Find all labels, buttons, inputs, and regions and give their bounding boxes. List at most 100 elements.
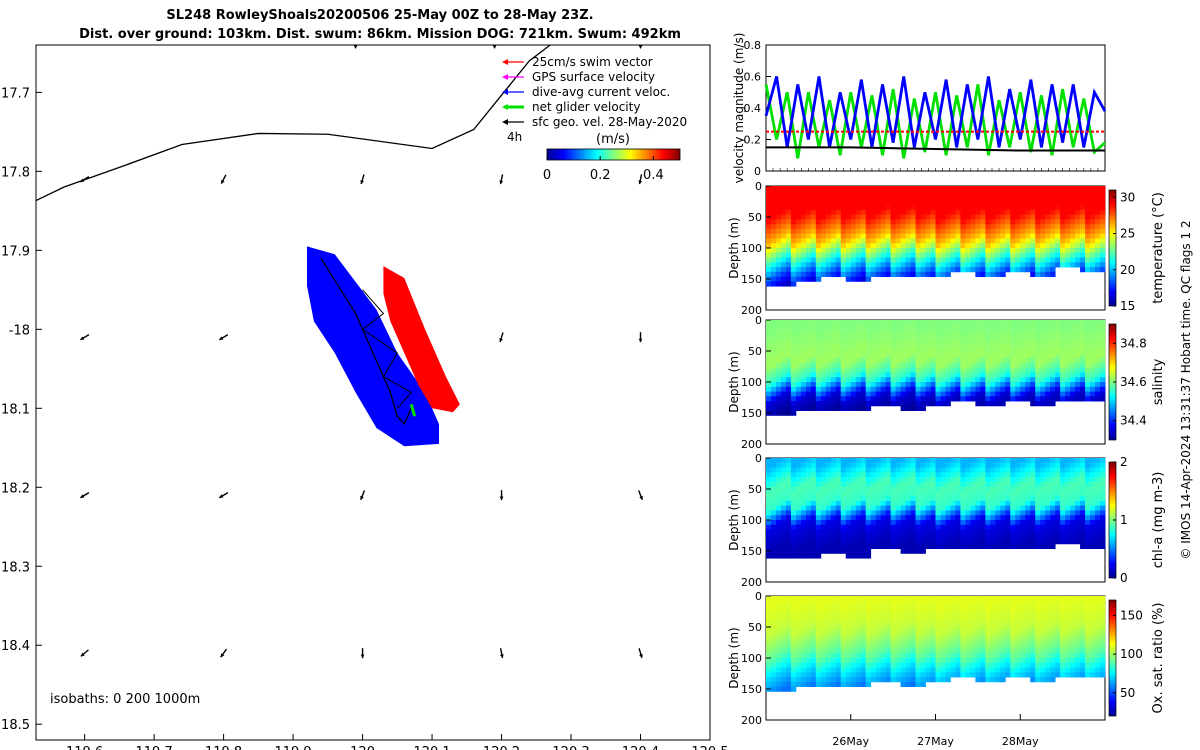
heatmap-cell <box>970 524 976 530</box>
heatmap-cell <box>1005 262 1011 268</box>
heatmap-cell <box>810 209 817 216</box>
heatmap-cell <box>860 276 867 282</box>
heatmap-cell <box>840 195 847 201</box>
heatmap-cell <box>1065 367 1071 373</box>
heatmap-cell <box>815 205 822 211</box>
heatmap-cell <box>790 510 797 516</box>
heatmap-cell <box>805 405 812 412</box>
heatmap-cell <box>1060 324 1066 330</box>
heatmap-cell <box>955 615 961 621</box>
heatmap-cell <box>930 619 936 626</box>
heatmap-cell <box>915 529 921 535</box>
heatmap-cell <box>875 228 882 235</box>
heatmap-cell <box>915 271 921 278</box>
heatmap-cell <box>835 329 842 335</box>
heatmap-cell <box>1075 324 1081 330</box>
heatmap-cell <box>985 672 991 678</box>
heatmap-cell <box>855 662 862 668</box>
heatmap-cell <box>1015 248 1021 254</box>
heatmap-cell <box>1090 224 1096 230</box>
heatmap-cell <box>1025 510 1031 516</box>
heatmap-cell <box>1045 391 1051 397</box>
velocity-ylabel: velocity magnitude (m/s) <box>732 33 746 184</box>
heatmap-cell <box>855 615 862 621</box>
heatmap-cell <box>790 252 797 258</box>
heatmap-cell <box>815 396 822 402</box>
heatmap-cell <box>1000 648 1006 654</box>
heatmap-cell <box>1075 491 1081 497</box>
heatmap-cell <box>865 320 872 326</box>
heatmap-cell <box>865 324 872 330</box>
heatmap-cell <box>940 324 946 330</box>
heatmap-cell <box>930 624 936 630</box>
heatmap-cell <box>790 548 797 554</box>
heatmap-cell <box>870 524 877 530</box>
heatmap-cell <box>1100 543 1106 550</box>
heatmap-cell <box>1100 200 1106 206</box>
heatmap-cell <box>840 529 847 535</box>
heatmap-cell <box>855 529 862 535</box>
heatmap-cell <box>1065 358 1071 364</box>
heatmap-cell <box>930 238 936 244</box>
heatmap-cell <box>855 386 862 392</box>
heatmap-cell <box>935 520 941 526</box>
heatmap-cell <box>1075 186 1081 192</box>
heatmap-cell <box>855 643 862 649</box>
heatmap-cell <box>1050 348 1056 354</box>
heatmap-cell <box>915 190 921 196</box>
heatmap-cell <box>920 224 926 230</box>
legend-label-3: net glider velocity <box>532 100 640 114</box>
heatmap-cell <box>825 610 832 616</box>
heatmap-cell <box>875 396 882 402</box>
heatmap-cell <box>766 600 772 606</box>
heatmap-cell <box>895 481 902 488</box>
heatmap-cell <box>1085 233 1091 239</box>
heatmap-cell <box>985 386 991 392</box>
heatmap-cell <box>900 520 906 526</box>
heatmap-cell <box>1080 496 1086 502</box>
heatmap-cell <box>985 271 991 278</box>
heatmap-cell <box>925 629 931 635</box>
heatmap-cell <box>880 615 887 621</box>
heatmap-cell <box>1030 486 1036 492</box>
heatmap-cell <box>1020 391 1026 397</box>
heatmap-cell <box>850 520 857 526</box>
heatmap-cell <box>820 257 827 263</box>
heatmap-cell <box>960 634 966 640</box>
heatmap-cell <box>1075 458 1081 464</box>
heatmap-cell <box>805 600 812 606</box>
geo-velocity-arrowhead <box>80 178 85 182</box>
heatmap-cell <box>935 382 941 388</box>
heatmap-cell <box>820 638 827 645</box>
heatmap-cell <box>1065 472 1071 478</box>
heatmap-cell <box>785 672 792 678</box>
heatmap-cell <box>1005 367 1011 373</box>
heatmap-cell <box>766 339 772 345</box>
heatmap-cell <box>1000 205 1006 211</box>
heatmap-cell <box>990 343 996 350</box>
heatmap-cell <box>850 362 857 369</box>
heatmap-cell <box>970 391 976 397</box>
heatmap-cell <box>820 372 827 378</box>
heatmap-cell <box>865 524 872 530</box>
heatmap-cell <box>830 619 837 626</box>
heatmap-cell <box>815 252 822 258</box>
heatmap-cell <box>1035 462 1041 468</box>
heatmap-cell <box>980 596 986 602</box>
heatmap-cell <box>1085 358 1091 364</box>
heatmap-cell <box>800 619 807 626</box>
heatmap-cell <box>945 534 951 540</box>
heatmap-cell <box>970 248 976 254</box>
heatmap-cell <box>1080 324 1086 330</box>
heatmap-cell <box>915 610 921 616</box>
heatmap-cell <box>875 358 882 364</box>
heatmap-cell <box>795 262 802 268</box>
heatmap-cell <box>890 500 897 507</box>
heatmap-cell <box>775 324 782 330</box>
heatmap-cell <box>1040 377 1046 383</box>
heatmap-cell <box>915 224 921 230</box>
heatmap-cell <box>1020 543 1026 550</box>
heatmap-cell <box>840 320 847 326</box>
heatmap-cell <box>795 276 802 282</box>
heatmap-cell <box>1100 520 1106 526</box>
